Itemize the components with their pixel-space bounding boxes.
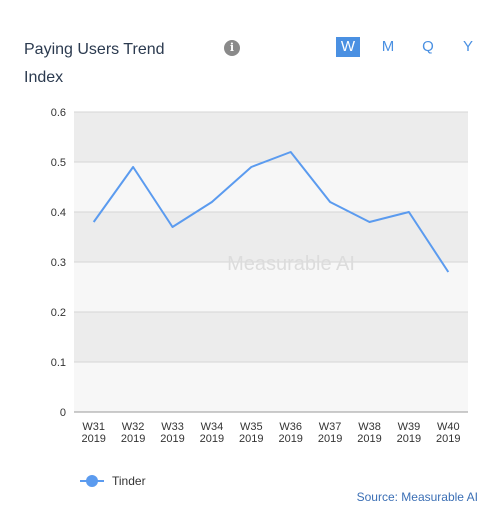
data-point xyxy=(249,165,253,169)
period-year-button[interactable]: Y xyxy=(462,38,473,55)
x-tick-label: W40 2019 xyxy=(436,421,460,445)
y-tick-label: 0.5 xyxy=(51,157,66,169)
data-point xyxy=(368,220,372,224)
data-point xyxy=(446,270,450,274)
legend[interactable]: Tinder xyxy=(80,471,146,491)
data-point xyxy=(210,200,214,204)
x-tick-label: W38 2019 xyxy=(357,421,381,445)
x-tick-label: W31 2019 xyxy=(81,421,105,445)
data-point xyxy=(92,220,96,224)
plot-band xyxy=(74,212,468,262)
plot-band xyxy=(74,362,468,412)
period-week-button[interactable]: W xyxy=(336,37,360,57)
x-tick-label: W37 2019 xyxy=(318,421,342,445)
legend-label: Tinder xyxy=(112,474,146,488)
x-tick-label: W34 2019 xyxy=(200,421,224,445)
plot-band xyxy=(74,112,468,162)
data-point xyxy=(289,150,293,154)
source-note: Source: Measurable AI xyxy=(356,490,478,504)
data-point xyxy=(171,225,175,229)
chart-title: Paying Users Trend Index xyxy=(24,41,165,86)
y-tick-label: 0.6 xyxy=(51,107,66,119)
y-tick-label: 0.2 xyxy=(51,307,66,319)
x-tick-label: W33 2019 xyxy=(160,421,184,445)
x-tick-label: W36 2019 xyxy=(278,421,302,445)
x-tick-label: W32 2019 xyxy=(121,421,145,445)
plot-band xyxy=(74,312,468,362)
data-point xyxy=(407,210,411,214)
plot-band xyxy=(74,262,468,312)
series-line xyxy=(92,151,450,273)
y-tick-label: 0.3 xyxy=(51,257,66,269)
period-month-button[interactable]: M xyxy=(381,38,395,55)
data-point xyxy=(131,165,135,169)
data-point xyxy=(328,200,332,204)
y-tick-label: 0.1 xyxy=(51,357,66,369)
period-quarter-button[interactable]: Q xyxy=(422,38,434,55)
y-tick-label: 0 xyxy=(60,407,66,419)
x-tick-label: W39 2019 xyxy=(397,421,421,445)
info-icon[interactable]: i xyxy=(224,40,240,56)
watermark-text: Measurable AI xyxy=(227,253,355,275)
plot-band xyxy=(74,162,468,212)
y-tick-label: 0.4 xyxy=(51,207,66,219)
x-tick-label: W35 2019 xyxy=(239,421,263,445)
legend-series-marker xyxy=(80,471,104,491)
